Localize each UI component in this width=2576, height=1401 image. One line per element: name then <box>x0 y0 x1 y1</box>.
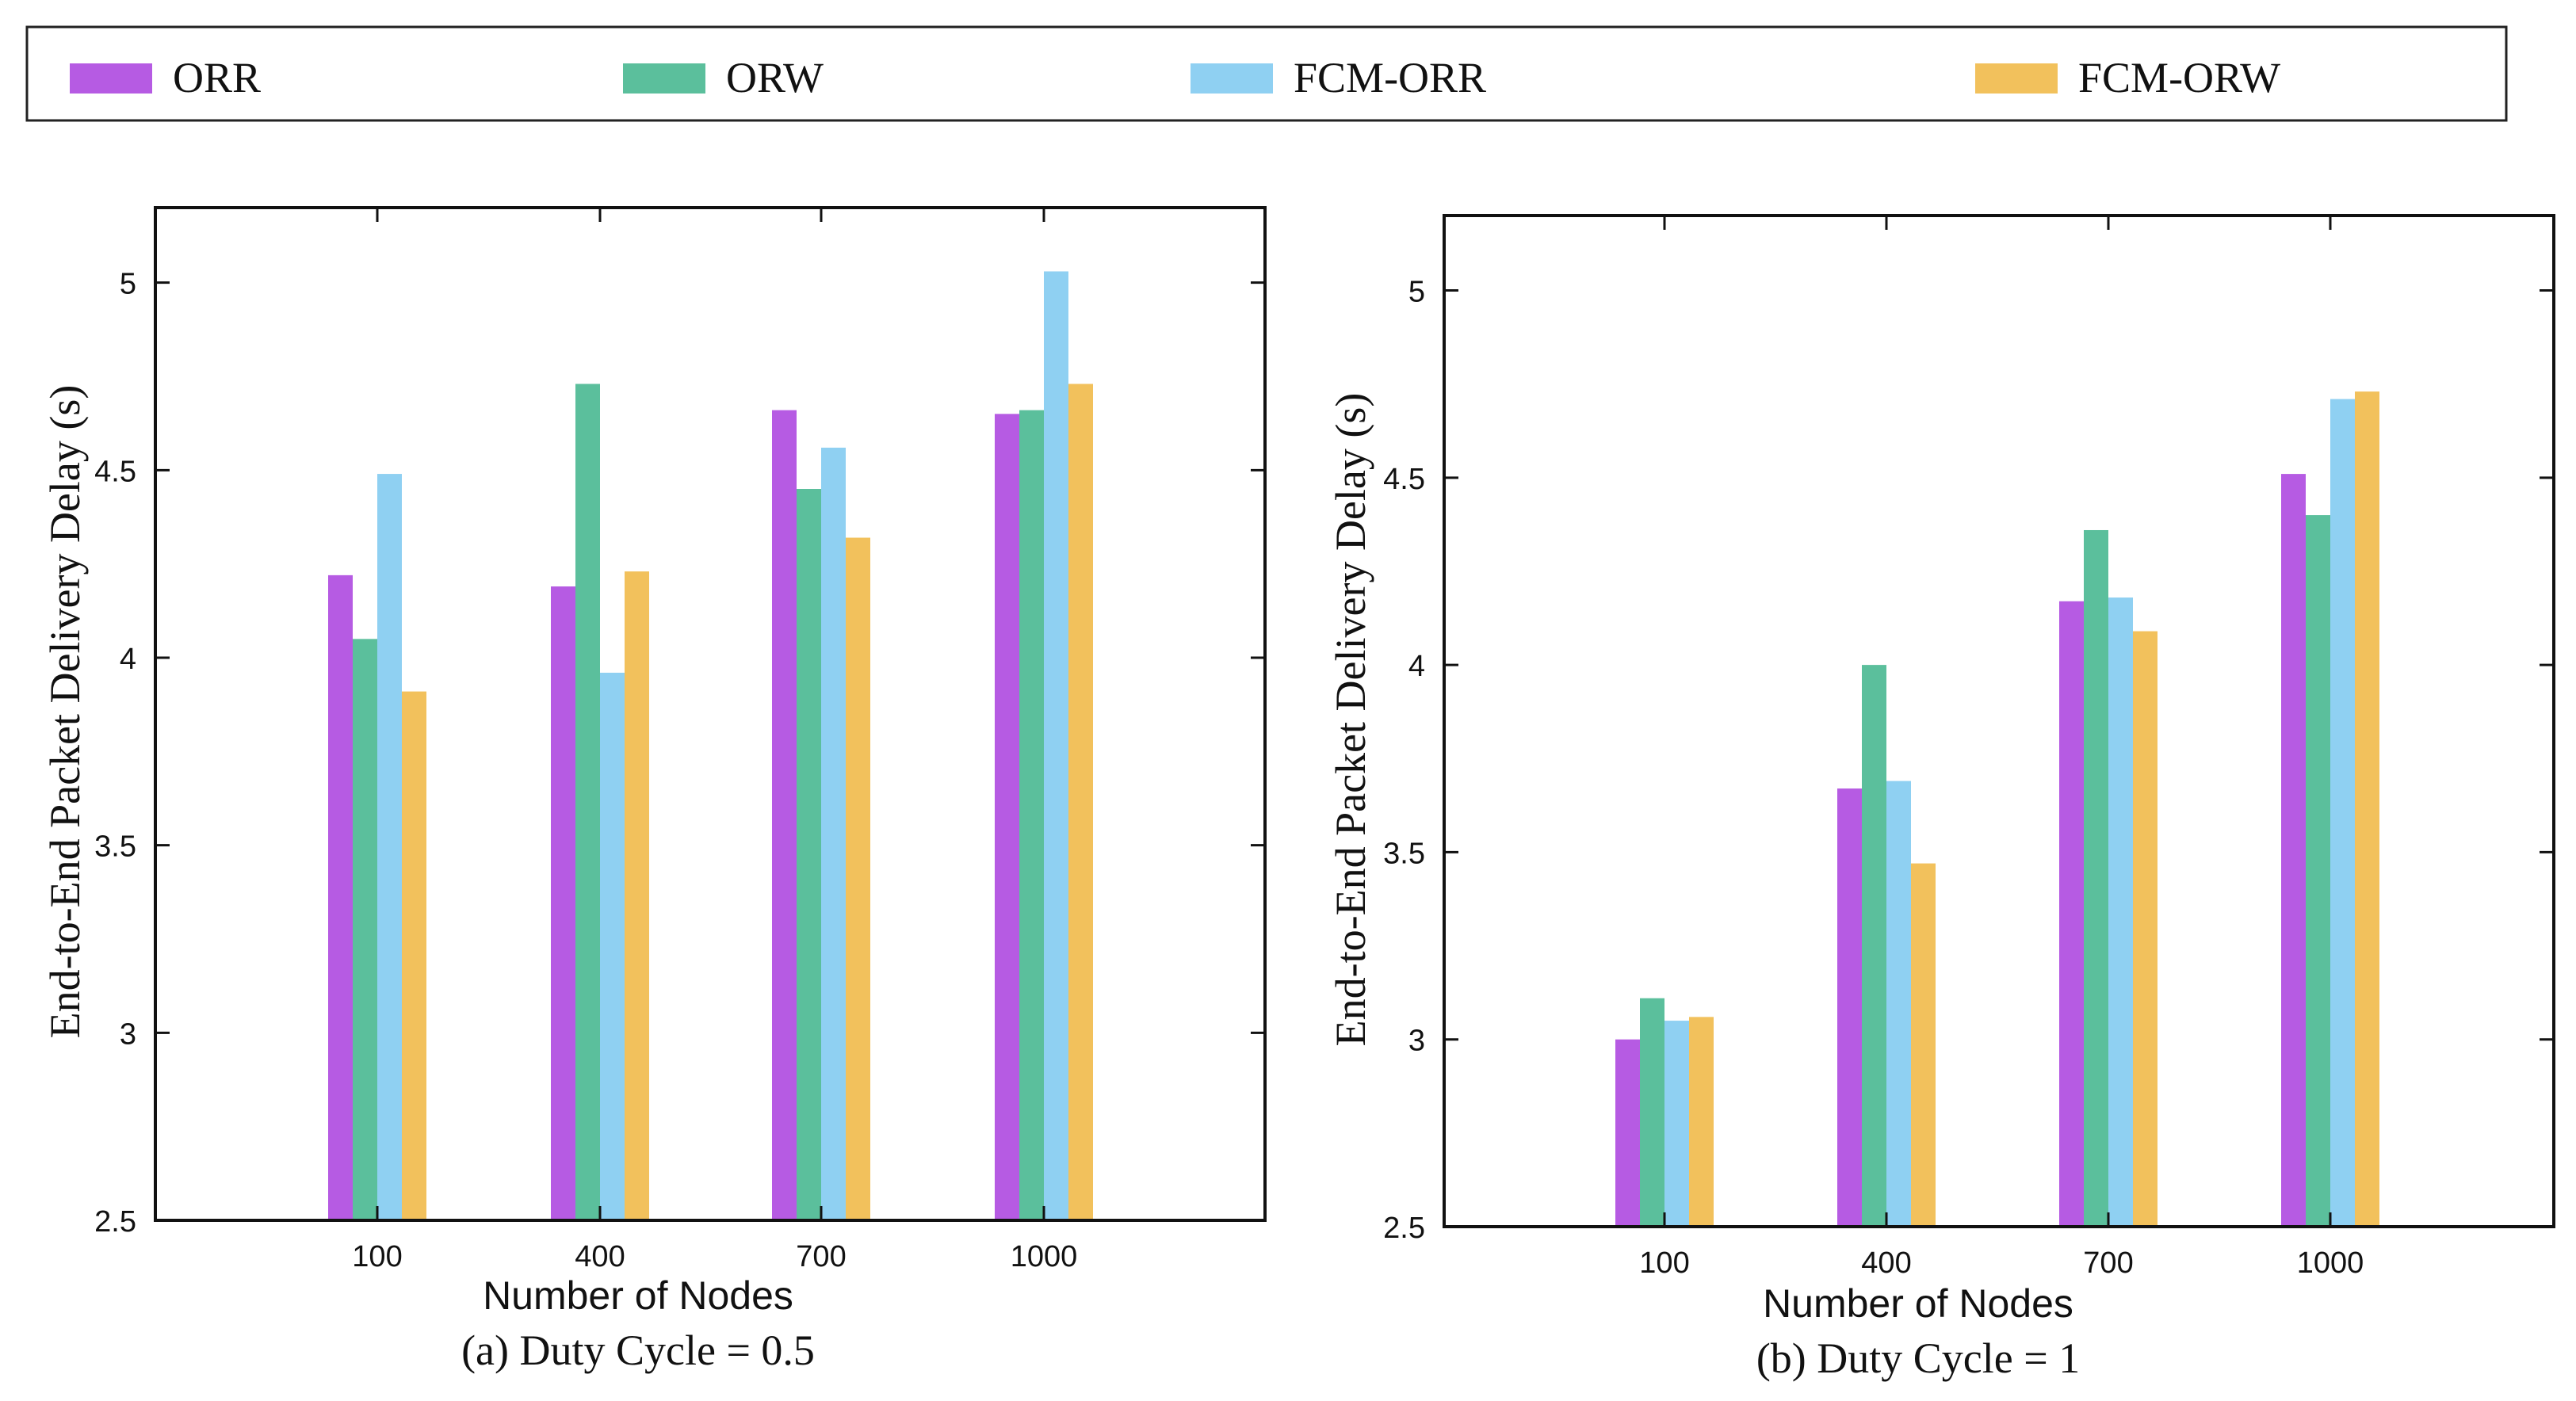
bar-orr-400 <box>1837 788 1862 1227</box>
bar-orw-700 <box>2084 529 2108 1227</box>
bar-fcm-orw-400 <box>1911 863 1936 1227</box>
bar-orw-100 <box>353 639 377 1220</box>
bar-fcm-orr-400 <box>1886 781 1911 1227</box>
chart-a-subtitle: (a) Duty Cycle = 0.5 <box>461 1327 815 1374</box>
ytick-label: 2.5 <box>94 1205 136 1239</box>
chart-a: Number of Nodes (a) Duty Cycle = 0.5 End… <box>41 206 1267 1374</box>
bar-orr-1000 <box>2281 474 2306 1227</box>
bar-fcm-orw-400 <box>625 571 649 1220</box>
bar-fcm-orw-700 <box>2133 631 2157 1227</box>
bar-orw-100 <box>1640 998 1664 1227</box>
xtick-label-1000: 1000 <box>1011 1240 1078 1273</box>
xtick-label-100: 100 <box>352 1240 402 1273</box>
bar-fcm-orr-100 <box>1664 1021 1689 1227</box>
chart-b: Number of Nodes (b) Duty Cycle = 1 End-t… <box>1327 214 2555 1382</box>
xtick-label-100: 100 <box>1639 1246 1689 1280</box>
bar-orr-700 <box>772 410 797 1220</box>
ytick-label: 3 <box>1408 1025 1425 1058</box>
ytick-label: 3 <box>120 1017 136 1051</box>
bar-orr-100 <box>1615 1039 1640 1227</box>
legend-label-orw: ORW <box>726 54 824 101</box>
xtick-label-700: 700 <box>2083 1246 2133 1280</box>
legend-swatch-orw <box>623 63 705 94</box>
chart-b-xlabel: Number of Nodes <box>1763 1281 2073 1326</box>
bar-orr-1000 <box>995 414 1019 1220</box>
bar-orr-700 <box>2059 601 2084 1227</box>
bar-orw-1000 <box>1019 410 1044 1220</box>
bar-orw-1000 <box>2306 515 2330 1227</box>
ytick-label: 4.5 <box>94 455 136 488</box>
xtick-label-400: 400 <box>575 1240 625 1273</box>
chart-0-plot-area <box>328 271 1093 1220</box>
legend-swatch-fcm-orw <box>1975 63 2058 94</box>
chart-a-ylabel: End-to-End Packet Delivery Delay (s) <box>41 385 89 1039</box>
bar-fcm-orr-1000 <box>1044 271 1068 1220</box>
chart-1-plot-area <box>1615 391 2379 1227</box>
chart-a-xlabel: Number of Nodes <box>483 1273 793 1318</box>
ytick-label: 5 <box>120 268 136 301</box>
legend-label-orr: ORR <box>173 54 261 101</box>
bar-fcm-orw-100 <box>402 691 426 1220</box>
chart-b-subtitle: (b) Duty Cycle = 1 <box>1756 1334 2080 1382</box>
legend-swatch-fcm-orr <box>1191 63 1273 94</box>
bar-orw-400 <box>1862 665 1886 1227</box>
ytick-label: 2.5 <box>1383 1212 1425 1245</box>
bar-orw-400 <box>575 384 600 1220</box>
bar-fcm-orr-700 <box>2108 597 2133 1227</box>
chart-b-ylabel: End-to-End Packet Delivery Delay (s) <box>1327 393 1374 1047</box>
chart-0-frame <box>154 206 1267 1222</box>
legend-label-fcm-orr: FCM-ORR <box>1294 54 1486 101</box>
chart-1-frame <box>1443 214 2555 1228</box>
ytick-label: 3.5 <box>1383 837 1425 870</box>
bar-fcm-orw-1000 <box>2355 391 2379 1227</box>
legend: ORR ORW FCM-ORR FCM-ORW <box>25 25 2508 122</box>
ytick-label: 4 <box>1408 650 1425 683</box>
xtick-label-400: 400 <box>1861 1246 1911 1280</box>
bar-orw-700 <box>797 489 821 1220</box>
bar-fcm-orw-1000 <box>1068 384 1093 1220</box>
bar-orr-100 <box>328 575 353 1220</box>
bar-fcm-orw-100 <box>1689 1017 1714 1227</box>
xtick-label-1000: 1000 <box>2297 1246 2364 1280</box>
legend-label-fcm-orw: FCM-ORW <box>2078 54 2280 101</box>
bar-fcm-orr-100 <box>377 474 402 1220</box>
bar-fcm-orr-1000 <box>2330 399 2355 1227</box>
bar-fcm-orr-700 <box>821 447 846 1220</box>
bar-fcm-orw-700 <box>846 537 870 1220</box>
ytick-label: 4.5 <box>1383 463 1425 496</box>
ytick-label: 5 <box>1408 276 1425 309</box>
xtick-label-700: 700 <box>796 1240 846 1273</box>
ytick-label: 4 <box>120 643 136 676</box>
ytick-label: 3.5 <box>94 830 136 864</box>
legend-swatch-orr <box>70 63 152 94</box>
bar-fcm-orr-400 <box>600 672 625 1220</box>
bar-orr-400 <box>551 586 575 1220</box>
